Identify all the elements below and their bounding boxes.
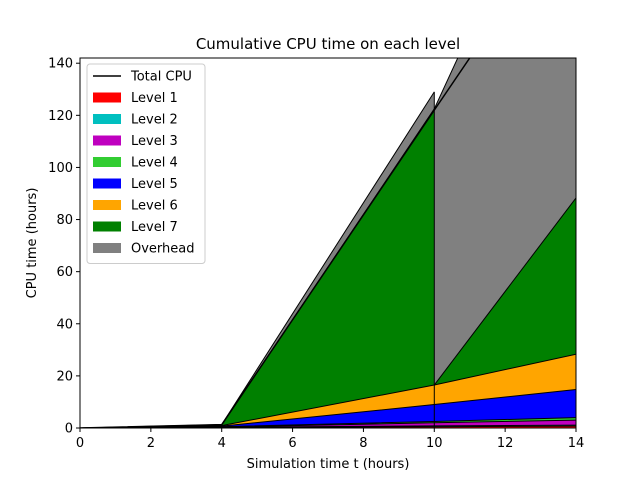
chart-title: Cumulative CPU time on each level (196, 35, 460, 53)
legend-swatch-level-3 (93, 135, 121, 146)
y-tick-label: 120 (48, 109, 73, 124)
x-tick-label: 6 (288, 436, 296, 451)
boundary-level-1-segment-2 (434, 425, 576, 428)
legend-label-level-2: Level 2 (131, 113, 178, 128)
total-cpu-line (80, 58, 471, 428)
legend-swatch-level-2 (93, 114, 121, 124)
x-tick-label: 12 (497, 436, 514, 451)
legend-swatch-level-6 (93, 200, 121, 210)
area-level-5-segment-2 (434, 389, 576, 422)
legend: Total CPU Level 1 Level 2 Level 3 Level 4 Lev… (86, 63, 206, 264)
y-tick-label: 20 (56, 369, 73, 384)
legend-label-level-5: Level 5 (131, 177, 178, 192)
x-tick-label: 4 (218, 436, 226, 451)
y-axis-label: CPU time (hours) (25, 188, 40, 299)
x-tick-label: 0 (76, 436, 84, 451)
boundary-level-6-segment-2 (434, 353, 576, 386)
boundary-level-2-segment-2 (434, 424, 576, 427)
area-level-6-segment-1 (80, 385, 435, 428)
legend-label-level-3: Level 3 (131, 134, 178, 149)
legend-swatch-level-1 (93, 92, 121, 103)
legend-label-level-6: Level 6 (131, 199, 178, 214)
legend-label-level-7: Level 7 (131, 220, 178, 235)
y-tick-label: 140 (48, 57, 73, 72)
boundary-level-7-segment-2 (433, 197, 576, 386)
x-tick-label: 8 (359, 436, 367, 451)
legend-swatch-level-5 (93, 178, 121, 189)
legend-swatch-level-4 (93, 157, 121, 167)
y-tick-label: 40 (56, 317, 73, 332)
x-tick-label: 14 (568, 436, 585, 451)
y-tick-label: 0 (65, 422, 73, 437)
area-level-3-segment-2 (434, 420, 576, 426)
legend-label-overhead: Overhead (131, 242, 195, 257)
legend-box (86, 63, 206, 264)
x-axis: 0 2 4 6 8 10 12 14 (76, 428, 584, 451)
y-tick-label: 60 (56, 265, 73, 280)
x-axis-label: Simulation time t (hours) (247, 457, 410, 472)
legend-swatch-overhead (93, 243, 121, 253)
legend-label-level-1: Level 1 (131, 91, 178, 106)
area-level-5-segment-1 (80, 404, 435, 428)
x-tick-label: 10 (426, 436, 443, 451)
y-tick-label: 100 (48, 161, 73, 176)
area-level-6-segment-2 (434, 354, 576, 405)
legend-swatch-level-7 (93, 221, 121, 232)
boundary-level-4-segment-2 (434, 417, 576, 422)
boundary-level-5-segment-2 (434, 388, 576, 406)
y-axis: 0 20 40 60 80 100 120 140 (48, 57, 80, 437)
area-level-7-segment-1 (80, 108, 435, 428)
legend-label-level-4: Level 4 (131, 156, 178, 171)
area-overhead-segment-2 (434, 58, 576, 386)
legend-label-total-cpu: Total CPU (130, 70, 192, 85)
x-tick-label: 2 (147, 436, 155, 451)
plot-frame (79, 57, 577, 429)
boundary-level-3-segment-2 (434, 419, 576, 424)
y-tick-label: 80 (56, 213, 73, 228)
